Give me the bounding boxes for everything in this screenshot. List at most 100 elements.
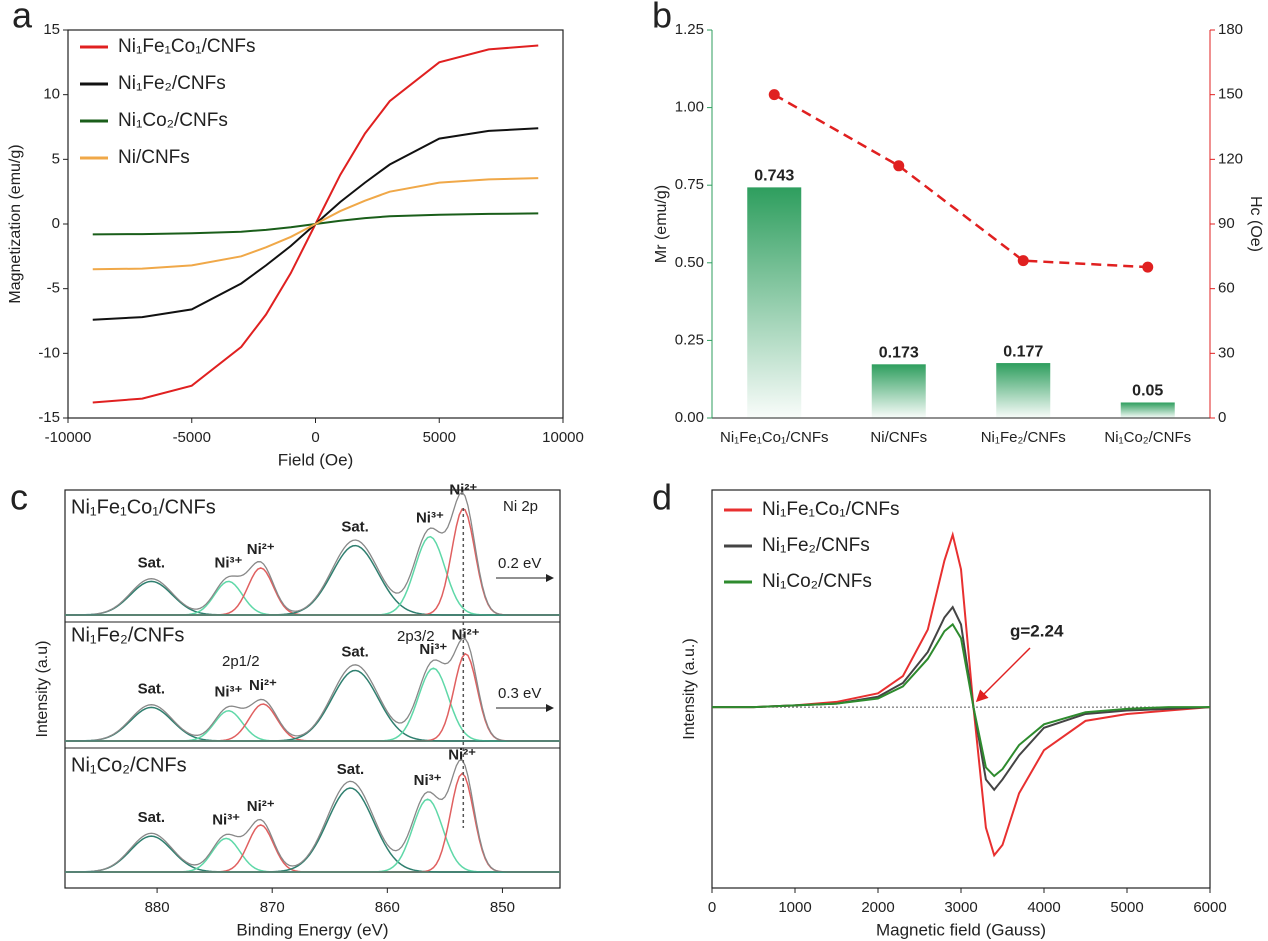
x-tick-label: 10000	[542, 429, 584, 446]
x-tick-label: Ni₁Fe₁Co₁/CNFs	[720, 429, 829, 446]
y2-tick-label: 180	[1218, 21, 1243, 38]
peak-label: Ni²⁺	[449, 482, 477, 499]
bar-value-label: 0.05	[1132, 383, 1163, 400]
y-tick-label: 0.00	[675, 409, 704, 426]
y-tick-label: 1.00	[675, 99, 704, 116]
x-tick-label: -10000	[45, 429, 92, 446]
y-tick-label: 0.75	[675, 176, 704, 193]
annotation: g=2.24	[1010, 621, 1064, 640]
x-tick-label: 3000	[944, 899, 977, 916]
hc-point	[893, 160, 905, 172]
x-tick-label: 6000	[1193, 899, 1226, 916]
x-tick-label: 4000	[1027, 899, 1060, 916]
x-tick-label: 0	[708, 899, 716, 916]
orbital-label: 2p3/2	[397, 628, 435, 645]
legend-label: Ni₁Co₂/CNFs	[118, 110, 228, 131]
peak-label: Sat.	[341, 643, 369, 660]
y2-tick-label: 0	[1218, 409, 1226, 426]
x-tick-label: Ni₁Fe₂/CNFs	[981, 429, 1066, 446]
x-tick-label: -5000	[173, 429, 211, 446]
x-tick-label: 860	[375, 899, 400, 916]
envelope	[64, 491, 560, 616]
hc-point	[1017, 255, 1029, 267]
y-tick-label: 15	[43, 21, 60, 38]
peak-label: Sat.	[138, 680, 166, 697]
panel-letter: a	[12, 0, 33, 36]
fit-component	[64, 706, 560, 742]
bar	[996, 363, 1051, 418]
y2-tick-label: 150	[1218, 86, 1243, 103]
shift-label: 0.3 eV	[498, 685, 541, 702]
x-axis-label: Binding Energy (eV)	[236, 920, 388, 939]
x-tick-label: 850	[490, 899, 515, 916]
bar	[1120, 402, 1175, 418]
bar	[747, 187, 802, 418]
legend-label: Ni₁Co₂/CNFs	[762, 571, 872, 592]
spectrum-name: Ni₁Fe₂/CNFs	[71, 624, 184, 646]
panel-letter: d	[652, 477, 672, 518]
hc-point	[1142, 261, 1154, 273]
y-axis-label: Magnetization (emu/g)	[7, 144, 24, 303]
y2-tick-label: 90	[1218, 215, 1235, 232]
fit-component	[65, 710, 560, 742]
peak-label: Ni²⁺	[247, 541, 275, 558]
hc-line	[773, 93, 1148, 269]
x-axis-label: Field (Oe)	[278, 450, 354, 469]
fit-component	[65, 837, 560, 873]
peak-label: Sat.	[337, 761, 365, 778]
y2-tick-label: 120	[1218, 150, 1243, 167]
bar-value-label: 0.743	[754, 168, 794, 185]
peak-label: Ni²⁺	[247, 798, 275, 815]
x-tick-label: 5000	[423, 429, 456, 446]
series-line	[712, 605, 1211, 792]
bar-value-label: 0.177	[1003, 343, 1043, 360]
x-tick-label: 1000	[778, 899, 811, 916]
y-tick-label: 0.25	[675, 331, 704, 348]
peak-label: Sat.	[138, 554, 166, 571]
series-line	[712, 531, 1211, 858]
peak-label: Sat.	[341, 519, 369, 536]
shift-label: 0.2 eV	[498, 555, 541, 572]
y2-tick-label: 60	[1218, 280, 1235, 297]
x-tick-label: Ni₁Co₂/CNFs	[1104, 429, 1191, 446]
x-axis-label: Magnetic field (Gauss)	[876, 920, 1046, 939]
bar	[871, 364, 926, 418]
x-tick-label: 880	[145, 899, 170, 916]
y-tick-label: 0	[52, 215, 60, 232]
y-tick-label: 5	[52, 150, 60, 167]
legend-label: Ni/CNFs	[118, 147, 190, 168]
envelope	[64, 759, 560, 873]
y-tick-label: 10	[43, 86, 60, 103]
y2-tick-label: 30	[1218, 344, 1235, 361]
peak-label: Sat.	[138, 809, 166, 826]
hc-point	[768, 89, 780, 101]
bar-value-label: 0.173	[879, 345, 919, 362]
y-axis-label: Intensity (a.u.)	[681, 638, 698, 739]
core-level: Ni 2p	[503, 498, 538, 515]
legend-label: Ni₁Fe₁Co₁/CNFs	[118, 36, 255, 57]
fit-component	[65, 567, 560, 616]
y2-axis-label: Hc (Oe)	[1247, 196, 1264, 252]
fit-component	[65, 667, 560, 742]
peak-label: Ni³⁺	[416, 510, 444, 527]
x-tick-label: Ni/CNFs	[870, 429, 927, 446]
y-tick-label: 0.50	[675, 254, 704, 271]
orbital-label: 2p1/2	[222, 653, 260, 670]
legend-label: Ni₁Fe₂/CNFs	[118, 73, 226, 94]
series-line	[92, 177, 539, 271]
peak-label: Ni³⁺	[419, 641, 447, 658]
spectrum-name: Ni₁Co₂/CNFs	[71, 754, 187, 776]
panel-letter: b	[652, 0, 672, 36]
series-line	[712, 622, 1210, 778]
peak-label: Ni³⁺	[215, 684, 243, 701]
x-tick-label: 870	[260, 899, 285, 916]
legend-label: Ni₁Fe₁Co₁/CNFs	[762, 499, 899, 520]
x-tick-label: 5000	[1110, 899, 1143, 916]
fit-component	[64, 835, 560, 873]
y-tick-label: -15	[38, 409, 60, 426]
annotation-arrow	[975, 647, 1031, 703]
peak-label: Ni³⁺	[212, 811, 240, 828]
y-tick-label: -10	[38, 344, 60, 361]
y-tick-label: -5	[47, 280, 60, 297]
